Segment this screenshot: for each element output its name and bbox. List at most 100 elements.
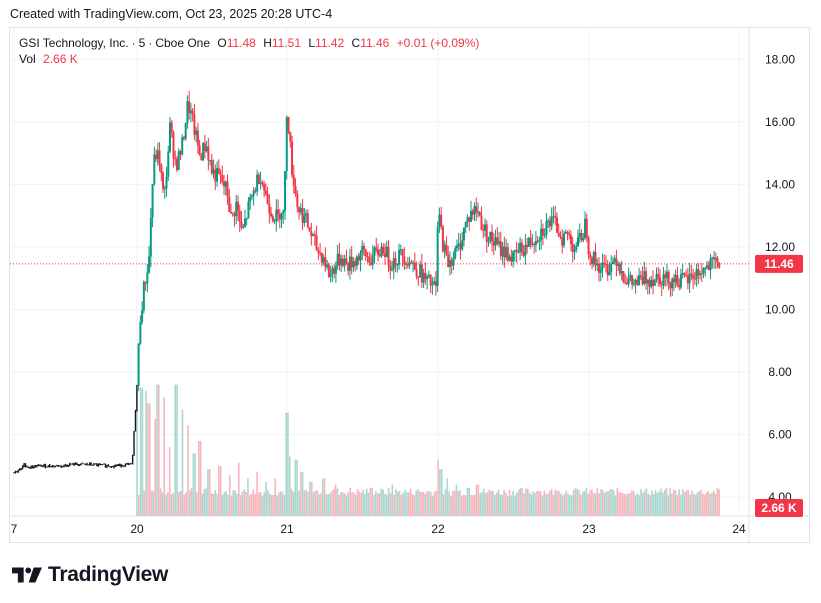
candle-body <box>167 151 170 177</box>
candle-body <box>324 257 327 268</box>
volume-bar <box>314 490 317 516</box>
candle-body <box>674 274 677 283</box>
candle-body <box>584 218 587 238</box>
candle-body <box>406 263 409 266</box>
candle-body <box>615 258 618 266</box>
candle-body <box>704 267 707 269</box>
candle-body <box>524 244 527 256</box>
volume-bar <box>362 489 364 516</box>
candle-body <box>540 228 543 240</box>
volume-bar <box>276 495 278 516</box>
volume-bar <box>461 495 463 516</box>
volume-bar <box>685 490 688 516</box>
candle-body <box>268 203 271 214</box>
legend-volume-row: Vol 2.66 K <box>19 51 479 67</box>
volume-bar <box>614 495 617 516</box>
candle-body <box>343 258 346 266</box>
volume-bar <box>360 492 362 516</box>
volume-bar <box>601 489 604 516</box>
volume-bar <box>426 491 428 516</box>
volume-bar <box>278 492 280 516</box>
interval-label[interactable]: 5 <box>138 36 146 50</box>
volume-bar <box>514 495 516 516</box>
candle-body <box>156 150 159 160</box>
candle-body <box>172 132 175 159</box>
volume-bar <box>631 490 633 516</box>
volume-bar <box>444 489 447 516</box>
candle <box>33 465 35 469</box>
candle-body <box>646 279 649 284</box>
candle-body <box>146 272 149 284</box>
candle <box>124 463 127 467</box>
volume-bar <box>148 403 151 516</box>
candle-body <box>186 101 189 124</box>
y-tick-label: 6.00 <box>768 428 792 442</box>
candle-body <box>429 274 432 286</box>
candle-body <box>450 260 453 266</box>
volume-bar <box>440 469 443 516</box>
volume-bar <box>658 491 660 516</box>
volume-bar <box>332 489 335 516</box>
candle <box>13 472 15 474</box>
candle <box>59 465 61 467</box>
candle-body <box>667 271 670 284</box>
symbol-name[interactable]: GSI Technology, Inc. <box>19 36 129 50</box>
volume-bar <box>510 495 513 516</box>
candle-body <box>294 186 297 194</box>
volume-bar <box>170 494 173 516</box>
volume-bar <box>479 493 482 516</box>
volume-bar <box>539 491 542 516</box>
candle <box>113 465 115 469</box>
candle-body <box>548 220 551 227</box>
candle-body <box>568 233 571 236</box>
volume-bar <box>587 493 590 516</box>
volume-bar <box>583 491 586 516</box>
candle-body <box>657 274 660 278</box>
volume-bar <box>618 491 620 516</box>
candle-body <box>308 227 311 232</box>
candle-body <box>205 146 208 152</box>
volume-bar <box>254 494 257 516</box>
chart-panel[interactable]: 4.00 6.00 8.00 10.00 12.00 14.00 16.00 18.00 7 20… <box>9 27 810 543</box>
tradingview-logo[interactable]: TradingView <box>12 563 168 587</box>
volume-bar <box>292 491 295 516</box>
candle-body <box>489 231 492 242</box>
candle <box>84 463 87 466</box>
volume-bar <box>310 481 313 516</box>
candle-body <box>620 271 623 274</box>
candle-body <box>357 256 360 261</box>
volume-bar <box>376 493 379 516</box>
candle-body <box>303 215 306 223</box>
candle-body <box>202 143 205 161</box>
candle-body <box>492 241 495 246</box>
volume-bar <box>382 489 384 516</box>
legend-price-row: GSI Technology, Inc. · 5 · Cboe One O11.48 H… <box>19 36 480 50</box>
volume-bar <box>680 494 682 516</box>
candle-body <box>275 209 278 221</box>
candle-body <box>636 279 639 286</box>
candle-body <box>361 245 364 254</box>
candle-body <box>541 228 544 236</box>
volume-bar <box>558 490 560 516</box>
last-price-badge <box>755 254 803 273</box>
candle-body <box>594 252 597 266</box>
volume-bar <box>353 492 355 516</box>
candle-body <box>517 251 520 253</box>
candle-body <box>713 257 716 260</box>
volume-bar <box>288 456 291 516</box>
volume-bar <box>201 493 204 516</box>
volume-bar <box>145 390 147 516</box>
volume-bar <box>563 493 566 516</box>
candle-body <box>392 258 395 270</box>
volume-bar <box>663 489 666 516</box>
candle-body <box>561 237 564 246</box>
volume-bar <box>400 494 403 516</box>
volume-bar <box>287 412 289 516</box>
candle-body <box>247 201 250 219</box>
candle <box>60 465 62 468</box>
y-tick-label: 10.00 <box>765 303 795 317</box>
candle-body <box>557 232 560 237</box>
volume-bar <box>683 491 686 516</box>
candle <box>106 465 108 468</box>
